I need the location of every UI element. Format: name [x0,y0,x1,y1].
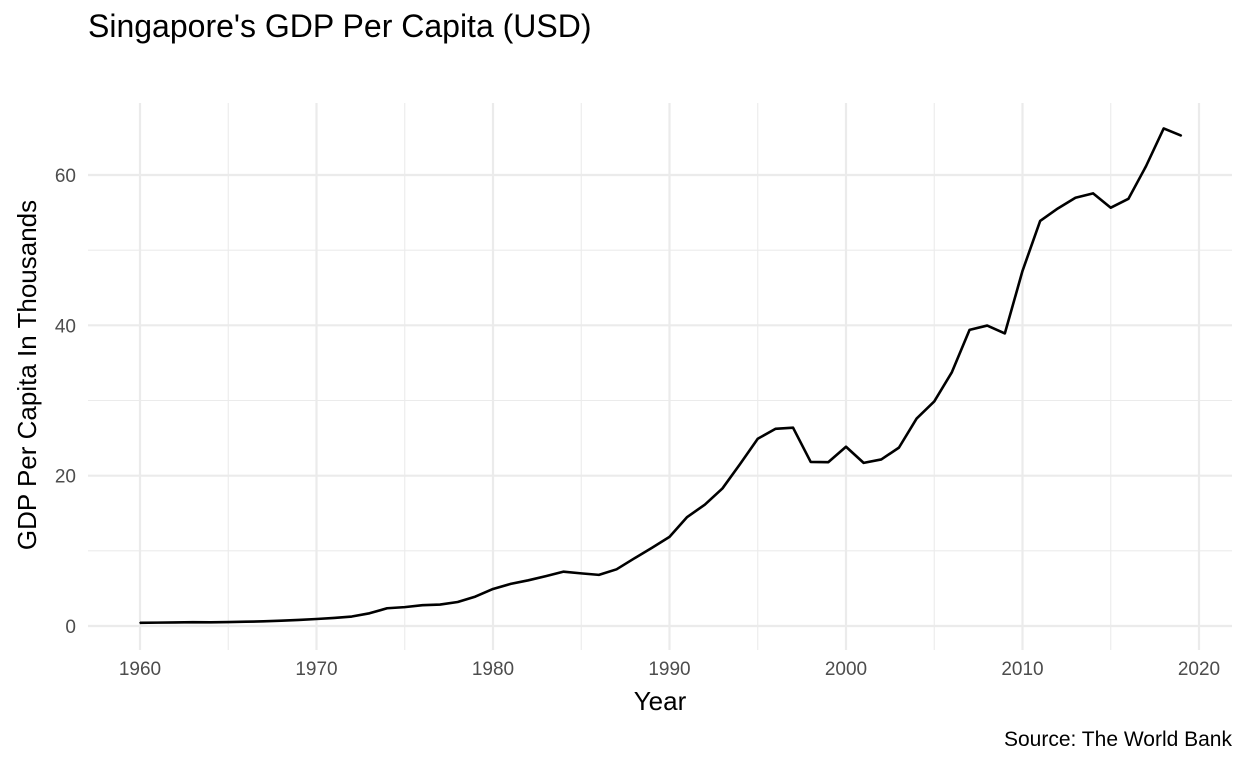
y-tick-label: 40 [55,316,76,337]
data-point-1987 [615,568,618,571]
data-point-1966 [245,620,247,623]
data-point-1975 [403,606,406,608]
data-point-1982 [527,579,530,582]
data-point-1971 [333,617,335,619]
data-point-1960 [139,621,141,624]
data-point-2015 [1109,206,1112,209]
data-point-2002 [880,458,883,461]
data-point-1993 [721,487,724,490]
data-point-1998 [809,461,812,463]
data-points [139,127,1183,624]
data-point-2010 [1021,270,1024,272]
data-point-1986 [598,574,600,576]
data-point-1973 [368,612,371,615]
data-point-1983 [545,575,547,577]
data-point-1974 [386,607,388,610]
tick-labels: 1960 1970 1980 1990 2000 2010 2020 0 20 40 60 [55,166,1220,680]
y-tick-label: 0 [65,617,76,638]
data-point-1967 [262,620,265,623]
x-tick-label: 2020 [1178,659,1220,680]
y-tick-label: 60 [55,166,76,187]
grid-layer [88,103,1232,650]
data-point-1970 [315,618,318,620]
data-point-1980 [492,588,494,590]
data-point-1963 [192,621,194,623]
y-tick-label: 20 [55,467,76,488]
data-point-2001 [862,462,865,464]
x-tick-label: 1970 [295,659,337,680]
data-point-1990 [668,536,671,538]
data-point-1969 [298,619,300,621]
data-point-2000 [845,445,847,448]
data-point-1995 [756,437,759,440]
data-point-2008 [986,324,988,327]
data-point-1979 [474,595,477,598]
data-point-1996 [774,428,777,430]
data-point-2006 [951,371,953,373]
data-point-1985 [580,572,583,575]
x-tick-label: 1960 [119,659,161,680]
data-point-1972 [351,615,353,618]
data-point-1968 [280,619,283,622]
data-point-1965 [227,621,230,623]
data-point-1976 [421,604,424,606]
data-point-2011 [1039,220,1041,222]
data-point-2012 [1057,207,1059,210]
x-tick-label: 2010 [1001,659,1043,680]
data-point-1977 [439,603,441,606]
chart-title: Singapore's GDP Per Capita (USD) [88,8,592,44]
data-point-2016 [1127,198,1130,200]
y-axis-title: GDP Per Capita In Thousands [12,200,42,550]
data-point-1964 [209,621,212,624]
data-point-1961 [156,621,159,624]
data-point-2018 [1162,127,1165,130]
data-point-2009 [1004,332,1006,335]
data-point-1988 [633,557,635,560]
data-point-1962 [174,621,177,624]
x-tick-label: 1990 [648,659,690,680]
data-point-1989 [651,547,653,549]
data-point-1997 [792,426,794,429]
x-tick-label: 1980 [472,659,514,680]
data-point-2014 [1092,192,1094,195]
data-point-2013 [1074,196,1077,199]
data-point-2019 [1180,134,1183,137]
data-point-1981 [509,583,512,585]
data-point-1991 [686,516,688,518]
data-point-2007 [968,329,971,331]
chart-caption: Source: The World Bank [1003,728,1232,751]
data-point-1984 [562,570,565,573]
data-point-1978 [456,601,459,603]
data-point-2005 [933,400,936,403]
x-axis-title: Year [634,686,687,716]
data-point-2004 [915,417,918,420]
data-point-1999 [827,461,830,463]
data-point-1994 [739,463,741,465]
data-point-2003 [898,446,900,449]
data-point-2017 [1145,165,1147,167]
x-tick-label: 2000 [825,659,867,680]
data-point-1992 [704,503,706,506]
gdp-series-line [139,127,1182,625]
